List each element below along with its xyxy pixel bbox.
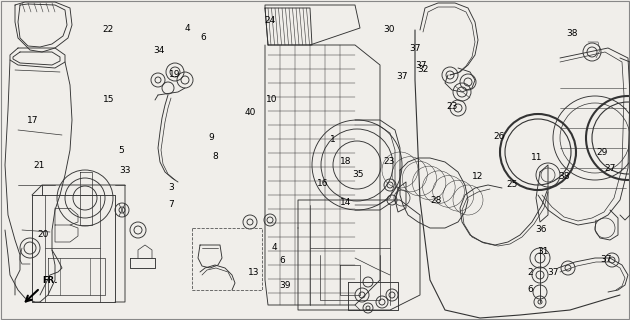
Text: 25: 25 [506, 180, 517, 189]
Text: 27: 27 [604, 164, 616, 172]
Text: 37: 37 [547, 268, 559, 277]
Text: FR.: FR. [42, 276, 57, 285]
Text: 37: 37 [600, 255, 612, 264]
Text: 23: 23 [384, 157, 395, 166]
Text: 31: 31 [537, 247, 549, 256]
Text: 30: 30 [384, 25, 395, 34]
Text: 8: 8 [212, 152, 219, 161]
Text: 13: 13 [248, 268, 259, 277]
Text: 38: 38 [558, 172, 570, 181]
Text: 37: 37 [415, 61, 427, 70]
Text: 24: 24 [264, 16, 275, 25]
Text: 10: 10 [266, 95, 278, 104]
Text: 36: 36 [535, 225, 546, 234]
Text: 5: 5 [118, 146, 124, 155]
Text: 4: 4 [272, 243, 277, 252]
Text: 37: 37 [396, 72, 408, 81]
Text: 6: 6 [200, 33, 206, 42]
Text: 40: 40 [245, 108, 256, 117]
Text: 4: 4 [185, 24, 190, 33]
Text: 6: 6 [527, 285, 534, 294]
Text: 33: 33 [119, 166, 130, 175]
Text: 32: 32 [418, 65, 429, 74]
Text: 16: 16 [317, 179, 328, 188]
Text: 7: 7 [168, 200, 175, 209]
Text: 3: 3 [168, 183, 175, 192]
Text: 15: 15 [103, 95, 114, 104]
Text: 1: 1 [329, 135, 336, 144]
Text: 29: 29 [596, 148, 607, 157]
Text: 26: 26 [493, 132, 505, 140]
Text: 22: 22 [103, 25, 114, 34]
Text: 20: 20 [37, 230, 49, 239]
Text: 23: 23 [447, 102, 458, 111]
Text: 37: 37 [409, 44, 420, 53]
Text: 2: 2 [528, 268, 533, 277]
Text: 9: 9 [208, 133, 214, 142]
Text: 11: 11 [531, 153, 542, 162]
Text: 34: 34 [153, 46, 164, 55]
Text: 14: 14 [340, 198, 351, 207]
Text: 18: 18 [340, 157, 351, 166]
Text: 21: 21 [33, 161, 45, 170]
Text: 39: 39 [279, 281, 290, 290]
Text: 28: 28 [430, 196, 442, 204]
Text: 19: 19 [169, 70, 181, 79]
Text: 17: 17 [27, 116, 38, 125]
Text: 35: 35 [352, 170, 364, 179]
Text: 12: 12 [472, 172, 483, 181]
Text: 38: 38 [566, 29, 578, 38]
Text: 6: 6 [279, 256, 285, 265]
